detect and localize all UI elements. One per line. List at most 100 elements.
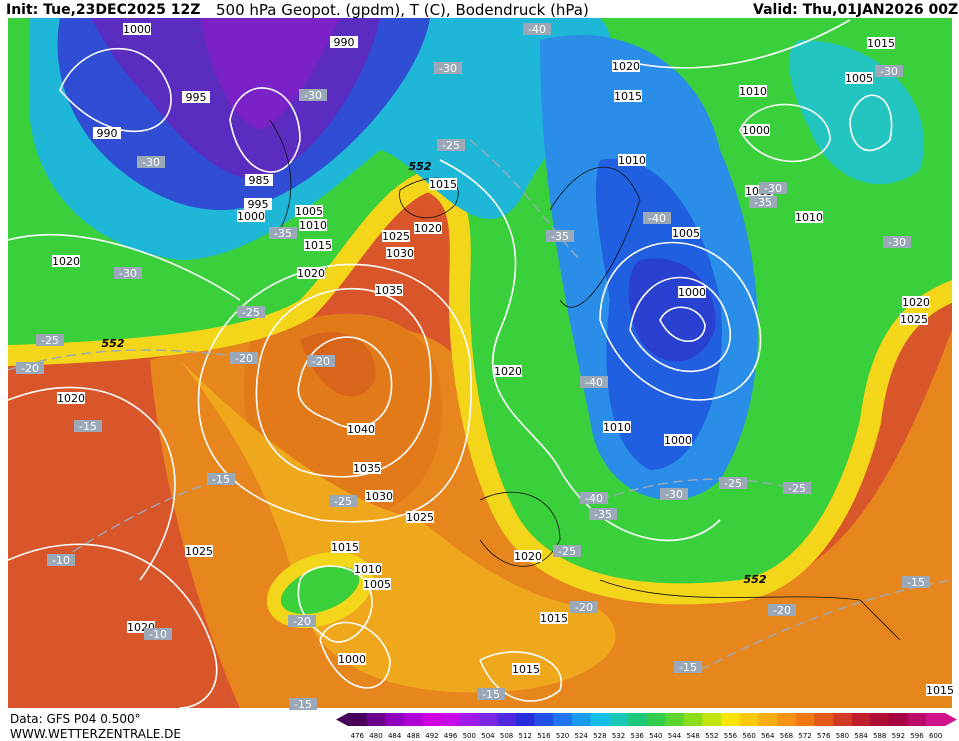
legend-swatch: [497, 713, 517, 726]
isobar-label: 1025: [900, 313, 928, 326]
temperature-label-box: [437, 139, 465, 151]
color-legend: 476 480 484 488 492 496 500 504 508 512 516 520 524 5…: [336, 713, 957, 740]
isobar-label-box: [664, 434, 692, 446]
legend-level: 504: [481, 732, 495, 740]
valid-time: Valid: Thu,01JAN2026 00Z: [753, 2, 958, 18]
isobar-label-box: [386, 247, 414, 259]
legend-swatch: [777, 713, 797, 726]
isobar-label-box: [845, 72, 873, 84]
temperature-label-box: [477, 688, 505, 700]
isobar-label: 1000: [742, 124, 770, 137]
isobar-label: 1015: [926, 684, 954, 697]
temperature-label: -15: [482, 688, 500, 701]
isobar-label: 995: [248, 198, 269, 211]
legend-level: 596: [910, 732, 924, 740]
isobar-label: 1030: [386, 247, 414, 260]
temperature-label-box: [288, 615, 316, 627]
isobar-label: 1010: [739, 85, 767, 98]
legend-arrow-left: [336, 713, 348, 726]
isobar-label: 1015: [614, 90, 642, 103]
temperature-label: -30: [880, 65, 898, 78]
isobar-label-box: [295, 205, 323, 217]
temperature-label: -15: [679, 661, 697, 674]
isobar-label: 1005: [845, 72, 873, 85]
height-label: 552: [409, 160, 432, 173]
temperature-label: -10: [149, 628, 167, 641]
legend-swatch: [571, 713, 592, 726]
isobar-label: 1025: [382, 230, 410, 243]
isobar-label-box: [330, 36, 358, 48]
isobar-label: 1000: [237, 210, 265, 223]
isobar-label-box: [57, 392, 85, 404]
isobar-label: 1000: [338, 653, 366, 666]
legend-swatch: [702, 713, 722, 726]
legend-swatch: [758, 713, 778, 726]
isobar-label: 1025: [406, 511, 434, 524]
legend-level: 512: [519, 732, 532, 740]
isobar-label-box: [902, 296, 930, 308]
legend-level: 536: [630, 732, 644, 740]
isobar-label: 1030: [365, 490, 393, 503]
legend-swatch: [889, 713, 909, 726]
legend-swatch: [609, 713, 629, 726]
legend-swatch: [553, 713, 573, 726]
temperature-label-box: [553, 545, 581, 557]
legend-level: 508: [500, 732, 513, 740]
temperature-label-box: [230, 352, 258, 364]
isobar-label-box: [494, 365, 522, 377]
temperature-label: -20: [773, 604, 791, 617]
legend-swatch: [665, 713, 685, 726]
temperature-label: -20: [21, 362, 39, 375]
isobar-label-box: [926, 684, 954, 696]
temperature-label: -25: [788, 482, 806, 495]
isobar-label-box: [618, 154, 646, 166]
temperature-label-box: [783, 482, 811, 494]
temperature-label-box: [207, 473, 235, 485]
isobar-label-box: [512, 663, 540, 675]
temperature-label-box: [36, 334, 64, 346]
isobar-label: 1015: [331, 541, 359, 554]
isobar-label: 1010: [354, 563, 382, 576]
init-time: Init: Tue,23DEC2025 12Z: [6, 2, 200, 18]
isobar-label-box: [363, 578, 391, 590]
temperature-label-box: [137, 156, 165, 168]
isobar-label-box: [406, 511, 434, 523]
temperature-label-box: [299, 89, 327, 101]
temperature-label: -35: [754, 196, 772, 209]
legend-swatch: [907, 713, 927, 726]
temperature-label: -25: [558, 545, 576, 558]
isobar-label: 1025: [185, 545, 213, 558]
legend-level: 480: [369, 732, 382, 740]
temperature-label: -40: [528, 23, 546, 36]
temperature-label-box: [749, 196, 777, 208]
legend-swatch: [403, 713, 424, 726]
temperature-label: -20: [312, 355, 330, 368]
temperature-label-box: [47, 554, 75, 566]
isobar-label: 1020: [514, 550, 542, 563]
legend-swatch: [441, 713, 461, 726]
legend-swatch: [385, 713, 405, 726]
legend-level: 540: [649, 732, 662, 740]
isobar-label-box: [739, 85, 767, 97]
temperature-label: -15: [907, 576, 925, 589]
temperature-label-box: [523, 23, 551, 35]
temperature-label-box: [660, 488, 688, 500]
legend-swatch: [926, 713, 946, 726]
legend-swatch: [366, 713, 386, 726]
isobar-label: 1020: [612, 60, 640, 73]
legend-swatch: [814, 713, 834, 726]
isobar-label-box: [93, 127, 121, 139]
isobar-label-box: [614, 90, 642, 102]
isobar-label-box: [353, 462, 381, 474]
height-label: 552: [744, 573, 767, 586]
temperature-label: -15: [79, 420, 97, 433]
temperature-label: -30: [665, 488, 683, 501]
isobar-label: 1010: [618, 154, 646, 167]
isobar-label-box: [347, 423, 375, 435]
legend-level: 548: [686, 732, 699, 740]
isobar-label-box: [867, 37, 895, 49]
isobar-label: 1010: [603, 421, 631, 434]
isobar-label: 1020: [297, 267, 325, 280]
temperature-label-box: [580, 492, 608, 504]
temperature-label-box: [144, 628, 172, 640]
